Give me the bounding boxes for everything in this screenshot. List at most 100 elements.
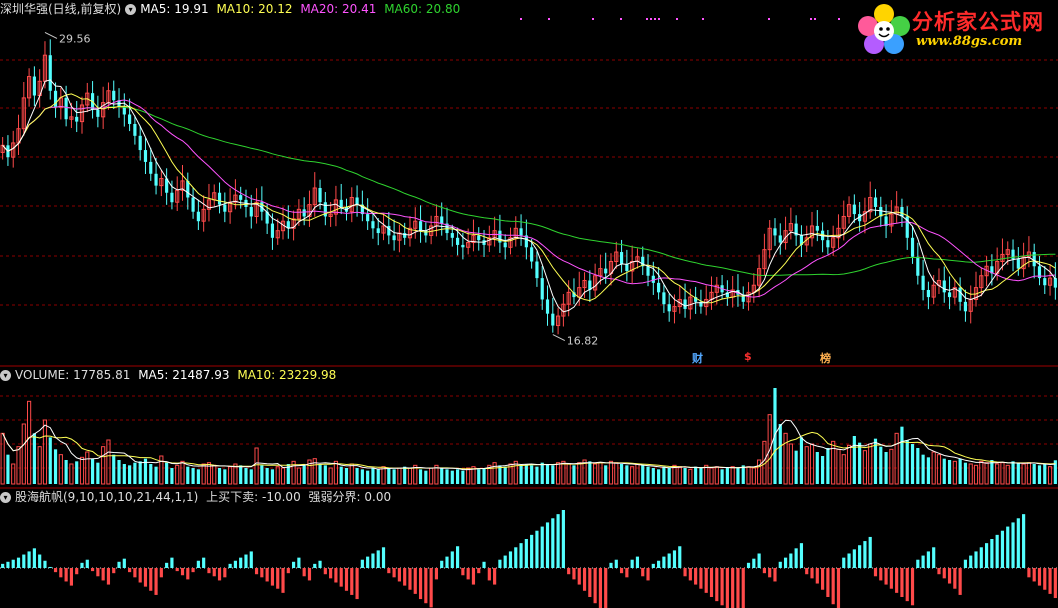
volume-bar-down — [958, 458, 962, 484]
candle-body-down — [424, 230, 428, 236]
candle-body-up — [677, 298, 682, 308]
indicator-bar — [408, 568, 412, 590]
candle-body-down — [355, 197, 359, 205]
indicator-bar — [635, 556, 640, 568]
indicator-bar — [958, 568, 962, 595]
volume-bar-down — [535, 466, 539, 484]
indicator-bar — [752, 558, 756, 568]
volume-bar-down — [646, 466, 650, 484]
candle-body-down — [387, 225, 391, 236]
indicator-bar — [170, 557, 174, 568]
signal-mark — [676, 18, 678, 20]
volume-bar-up — [868, 443, 873, 485]
volume-bar-down — [498, 465, 502, 484]
candle-body-down — [270, 223, 275, 238]
volume-bar-up — [995, 463, 1000, 485]
volume-bar-up — [328, 467, 333, 485]
dropdown-icon[interactable]: ▾ — [125, 4, 137, 15]
volume-bar-up — [751, 467, 756, 485]
candle-body-down — [1011, 249, 1015, 260]
indicator-bar — [588, 568, 592, 597]
volume-bar-down — [916, 448, 920, 484]
candle-body-down — [921, 275, 925, 290]
volume-bar-up — [593, 463, 598, 485]
volume-bar-down — [64, 460, 68, 484]
site-logo[interactable]: 分析家公式网 www.88gs.com — [852, 0, 1058, 60]
indicator-bar — [249, 551, 253, 568]
candle-body-up — [931, 284, 936, 298]
indicator-bar — [64, 568, 68, 582]
indicator-bar — [657, 560, 661, 568]
indicator-bar — [498, 559, 502, 568]
volume-bar-down — [318, 464, 322, 484]
candle-body-up — [466, 242, 471, 248]
indicator-bar — [434, 568, 439, 580]
indicator-bar — [736, 568, 740, 608]
candle-body-up — [206, 199, 212, 210]
candle-body-down — [1032, 252, 1036, 267]
indicator-bar — [493, 568, 497, 585]
candle-body-down — [667, 304, 671, 312]
indicator-bar — [85, 559, 89, 568]
volume-bar-up — [936, 454, 942, 485]
candle-body-down — [498, 230, 502, 243]
ranking-badge[interactable]: 榜 — [820, 352, 831, 365]
candle-body-up — [1005, 249, 1010, 255]
candle-body-down — [942, 280, 946, 293]
indicator-name: 股海航帆(9,10,10,10,21,44,1,1) — [15, 490, 199, 504]
indicator-bar — [75, 568, 79, 575]
volume-bar-down — [223, 469, 227, 484]
candle-body-up — [201, 208, 206, 222]
indicator-bar — [334, 568, 338, 583]
indicator-bar — [672, 550, 677, 568]
indicator-bar — [545, 522, 550, 568]
indicator-bar — [593, 568, 597, 604]
dividend-badge[interactable]: $ — [744, 350, 752, 363]
candle-body-down — [519, 228, 523, 236]
candle-body-up — [233, 194, 238, 203]
volume-bar-down — [53, 449, 58, 484]
indicator-bar — [350, 568, 354, 595]
indicator-bar — [704, 568, 708, 593]
volume-panel-header: ▾ VOLUME: 17785.81 MA5: 21487.93 MA10: 23… — [0, 366, 340, 384]
volume-bar-down — [217, 468, 222, 484]
volume-bar-down — [196, 469, 200, 484]
indicator-bar — [641, 568, 645, 577]
volume-bar-down — [667, 468, 671, 484]
indicator-bar — [900, 568, 904, 597]
volume-dropdown-icon[interactable]: ▾ — [0, 370, 11, 381]
indicator-bar — [567, 568, 571, 575]
volume-bar-up — [614, 462, 619, 485]
volume-bar-up — [672, 464, 677, 485]
volume-bar-down — [239, 465, 243, 484]
indicator-bar — [106, 568, 111, 585]
volume-bar-up — [233, 463, 238, 485]
volume-bar-down — [799, 437, 804, 484]
indicator-bar — [1032, 568, 1036, 582]
indicator-bar — [307, 568, 312, 581]
volume-bar-up — [931, 451, 936, 485]
volume-bar-up — [831, 440, 836, 485]
indicator-bar — [1037, 568, 1042, 586]
volume-bar-up — [492, 462, 497, 485]
volume-bar-down — [260, 465, 264, 484]
volume-bar-up — [889, 448, 894, 485]
volume-bar-down — [1011, 461, 1015, 484]
indicator-dropdown-icon[interactable]: ▾ — [0, 492, 11, 503]
volume-bar-up — [809, 443, 815, 485]
indicator-bar — [1006, 526, 1010, 568]
stock-title[interactable]: 深圳华强(日线,前复权) — [0, 2, 122, 16]
candle-body-down — [1053, 278, 1057, 288]
candle-body-up — [809, 225, 815, 239]
indicator-bar — [1, 563, 5, 568]
financial-badge[interactable]: 财 — [692, 352, 703, 365]
volume-bar-up — [556, 462, 561, 485]
indicator-bar — [858, 545, 862, 568]
volume-bar-down — [270, 469, 275, 484]
indicator-bar — [540, 526, 544, 568]
candle-body-down — [440, 216, 444, 224]
indicator-bar — [667, 553, 671, 568]
candle-body-down — [53, 90, 58, 108]
indicator-bar — [233, 560, 237, 568]
volume-bar-up — [296, 467, 301, 485]
